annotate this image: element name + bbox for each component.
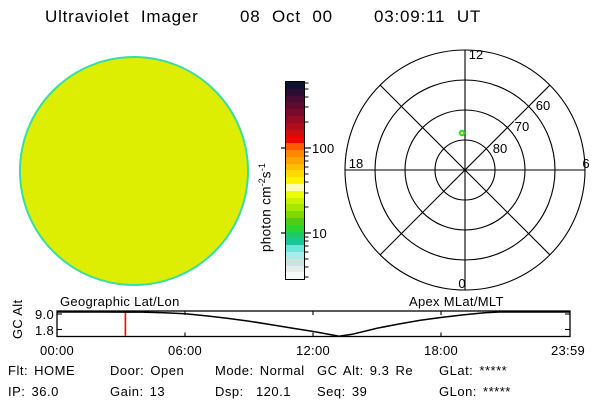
- status-mode: Mode: Normal: [215, 363, 305, 378]
- mlat-label-80: 80: [493, 141, 507, 156]
- ytick-9.0: 9.0: [35, 307, 54, 322]
- colorbar-units-exp1: -2: [257, 178, 267, 187]
- mlt-label-12: 12: [469, 47, 483, 62]
- strip-chart-ylabel: GC Alt: [10, 299, 25, 339]
- mlat-label-70: 70: [515, 119, 529, 134]
- mlt-label-18: 18: [349, 156, 363, 171]
- apex-panel-title: Apex MLat/MLT: [409, 294, 504, 309]
- colorbar-units-label: photon cm-2s-1: [257, 163, 274, 252]
- app-title: Ultraviolet Imager: [45, 7, 199, 26]
- header-date: 08 Oct 00: [240, 7, 333, 26]
- status-glat: GLat: *****: [439, 363, 508, 378]
- disk-speckle-noise: [21, 58, 247, 284]
- status-flt: Flt: HOME: [8, 363, 76, 378]
- xtick-0600: 06:00: [167, 343, 203, 358]
- colorbar-gradient: [285, 81, 305, 280]
- colorbar-units-exp2: -1: [257, 163, 267, 172]
- xtick-0000: 00:00: [39, 343, 75, 358]
- mlat-label-60: 60: [536, 98, 550, 113]
- mlt-label-6: 6: [582, 156, 589, 171]
- mlt-label-0: 0: [458, 276, 465, 291]
- orbit-altitude-curve: [57, 311, 570, 337]
- status-seq: Seq: 39: [317, 384, 368, 399]
- orbit-strip-chart: [56, 310, 571, 338]
- colorbar-ticks: [281, 82, 311, 278]
- strip-chart-ticks: [57, 311, 570, 337]
- status-ip: IP: 36.0: [8, 384, 59, 399]
- status-gc-alt: GC Alt: 9.3 Re: [317, 363, 414, 378]
- status-door: Door: Open: [110, 363, 185, 378]
- spacecraft-footprint-dot-core: [460, 131, 464, 135]
- status-gain: Gain: 13: [110, 384, 166, 399]
- geographic-panel-title: Geographic Lat/Lon: [60, 294, 180, 309]
- status-dsp: Dsp: 120.1: [215, 384, 291, 399]
- colorbar-units-text2: s: [258, 171, 274, 179]
- header-time: 03:09:11 UT: [374, 7, 482, 26]
- colorbar-tick-10: 10: [312, 226, 328, 241]
- colorbar-tick-100: 100: [312, 141, 335, 156]
- xtick-2359: 23:59: [550, 343, 586, 358]
- status-glon: GLon: *****: [439, 384, 511, 399]
- xtick-1800: 18:00: [423, 343, 459, 358]
- polar-plot: 12 18 6 0 60 70 80: [344, 47, 590, 291]
- polar-spoke-diag-nw: [379, 84, 551, 256]
- xtick-1200: 12:00: [295, 343, 331, 358]
- uv-earth-disk-image: [19, 56, 249, 286]
- ytick-1.8: 1.8: [35, 323, 54, 338]
- colorbar-units-text: photon cm: [258, 186, 274, 252]
